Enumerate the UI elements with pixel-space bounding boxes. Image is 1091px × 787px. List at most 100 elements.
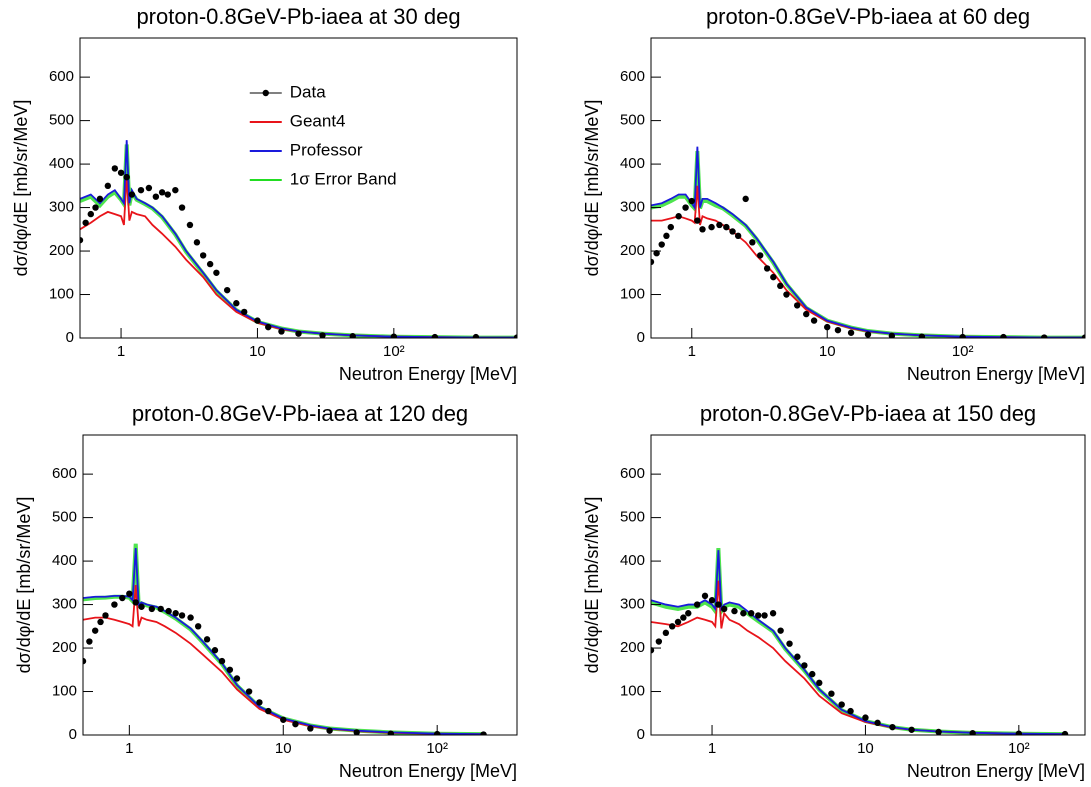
data-point <box>685 610 692 617</box>
x-tick-label: 10² <box>383 343 405 360</box>
data-point <box>172 186 179 194</box>
legend-label: Professor <box>290 140 363 159</box>
data-point <box>740 610 747 617</box>
y-tick-label: 400 <box>620 552 645 569</box>
data-point <box>828 690 835 697</box>
data-point <box>97 618 104 626</box>
data-point <box>688 197 695 205</box>
y-axis-label: dσ/dφ/dE [mb/sr/MeV] <box>14 497 34 674</box>
data-point <box>213 269 220 276</box>
data-point <box>292 720 299 728</box>
data-point <box>1081 334 1085 338</box>
data-point <box>193 239 201 246</box>
data-point <box>794 653 801 660</box>
x-tick-label: 10 <box>275 740 292 757</box>
data-point <box>786 640 793 647</box>
data-point <box>387 730 395 735</box>
plot-area <box>83 543 487 735</box>
x-tick-label: 10 <box>857 740 874 757</box>
data-point <box>763 265 771 272</box>
data-point <box>203 636 211 643</box>
x-tick-label: 1 <box>708 740 716 757</box>
data-point <box>126 590 133 597</box>
x-tick-label: 1 <box>125 740 133 757</box>
data-point <box>265 707 272 715</box>
data-point <box>137 186 145 194</box>
data-point <box>708 223 715 231</box>
data-point <box>472 333 480 338</box>
data-point <box>82 219 89 226</box>
data-point <box>233 675 241 682</box>
data-point <box>838 701 845 708</box>
data-point <box>734 232 742 240</box>
chart-title: proton-0.8GeV-Pb-iaea at 150 deg <box>700 401 1036 426</box>
data-point <box>123 173 130 181</box>
data-point <box>326 727 333 734</box>
model-line <box>651 580 1066 735</box>
x-axis-label: Neutron Energy [MeV] <box>907 761 1085 781</box>
y-axis-label: dσ/dφ/dE [mb/sr/MeV] <box>582 100 602 277</box>
y-axis-label: dσ/dφ/dE [mb/sr/MeV] <box>582 497 602 674</box>
plot-frame <box>650 37 1086 339</box>
data-point <box>864 331 872 338</box>
error-band <box>83 543 484 735</box>
x-tick-label: 10² <box>952 343 974 360</box>
y-tick-label: 600 <box>52 465 77 482</box>
panel: proton-0.8GeV-Pb-iaea at 30 deg Neutron E… <box>11 4 518 384</box>
y-tick-label: 500 <box>620 112 645 129</box>
plot-area <box>651 146 1085 338</box>
data-point <box>199 252 207 259</box>
data-point <box>749 239 756 246</box>
y-tick-label: 100 <box>620 682 645 699</box>
data-point <box>480 731 487 735</box>
y-tick-label: 300 <box>620 596 645 613</box>
data-point <box>138 603 145 610</box>
model-line <box>83 547 484 735</box>
y-tick-label: 300 <box>620 199 645 216</box>
data-point <box>158 189 166 196</box>
data-point <box>349 333 356 338</box>
data-point <box>83 657 87 665</box>
data-point <box>655 638 663 645</box>
data-point <box>152 193 160 200</box>
data-point <box>693 601 701 608</box>
data-point <box>651 258 655 266</box>
data-point <box>254 317 261 324</box>
y-tick-label: 100 <box>620 285 645 302</box>
x-axis-label: Neutron Energy [MeV] <box>907 364 1085 384</box>
data-point <box>862 714 869 721</box>
data-point <box>172 610 179 617</box>
data-point <box>245 688 253 695</box>
y-tick-label: 400 <box>620 155 645 172</box>
error-band <box>651 547 1066 735</box>
data-point <box>729 228 736 235</box>
chart-title: proton-0.8GeV-Pb-iaea at 60 deg <box>706 4 1030 29</box>
data-point <box>682 204 689 211</box>
data-point <box>157 605 164 613</box>
data-point <box>716 221 723 229</box>
data-point <box>178 612 186 619</box>
data-point <box>810 317 818 324</box>
data-point <box>888 332 896 338</box>
data-point <box>708 597 716 604</box>
data-point <box>111 601 118 608</box>
data-point <box>165 607 172 615</box>
data-point <box>777 627 784 634</box>
data-point <box>674 618 682 626</box>
data-point <box>265 323 272 331</box>
data-point <box>513 334 517 338</box>
x-axis-label: Neutron Energy [MeV] <box>339 761 517 781</box>
plot-area <box>651 547 1069 735</box>
y-tick-label: 0 <box>637 726 645 743</box>
data-point <box>755 612 762 619</box>
y-tick-label: 0 <box>69 726 77 743</box>
data-point <box>918 333 926 338</box>
data-point <box>889 723 896 731</box>
data-point <box>117 169 125 176</box>
chart-title: proton-0.8GeV-Pb-iaea at 120 deg <box>132 401 468 426</box>
y-tick-label: 600 <box>49 68 74 85</box>
data-point <box>148 605 156 613</box>
model-line <box>80 174 517 338</box>
data-point <box>801 662 808 669</box>
data-point <box>770 273 777 281</box>
